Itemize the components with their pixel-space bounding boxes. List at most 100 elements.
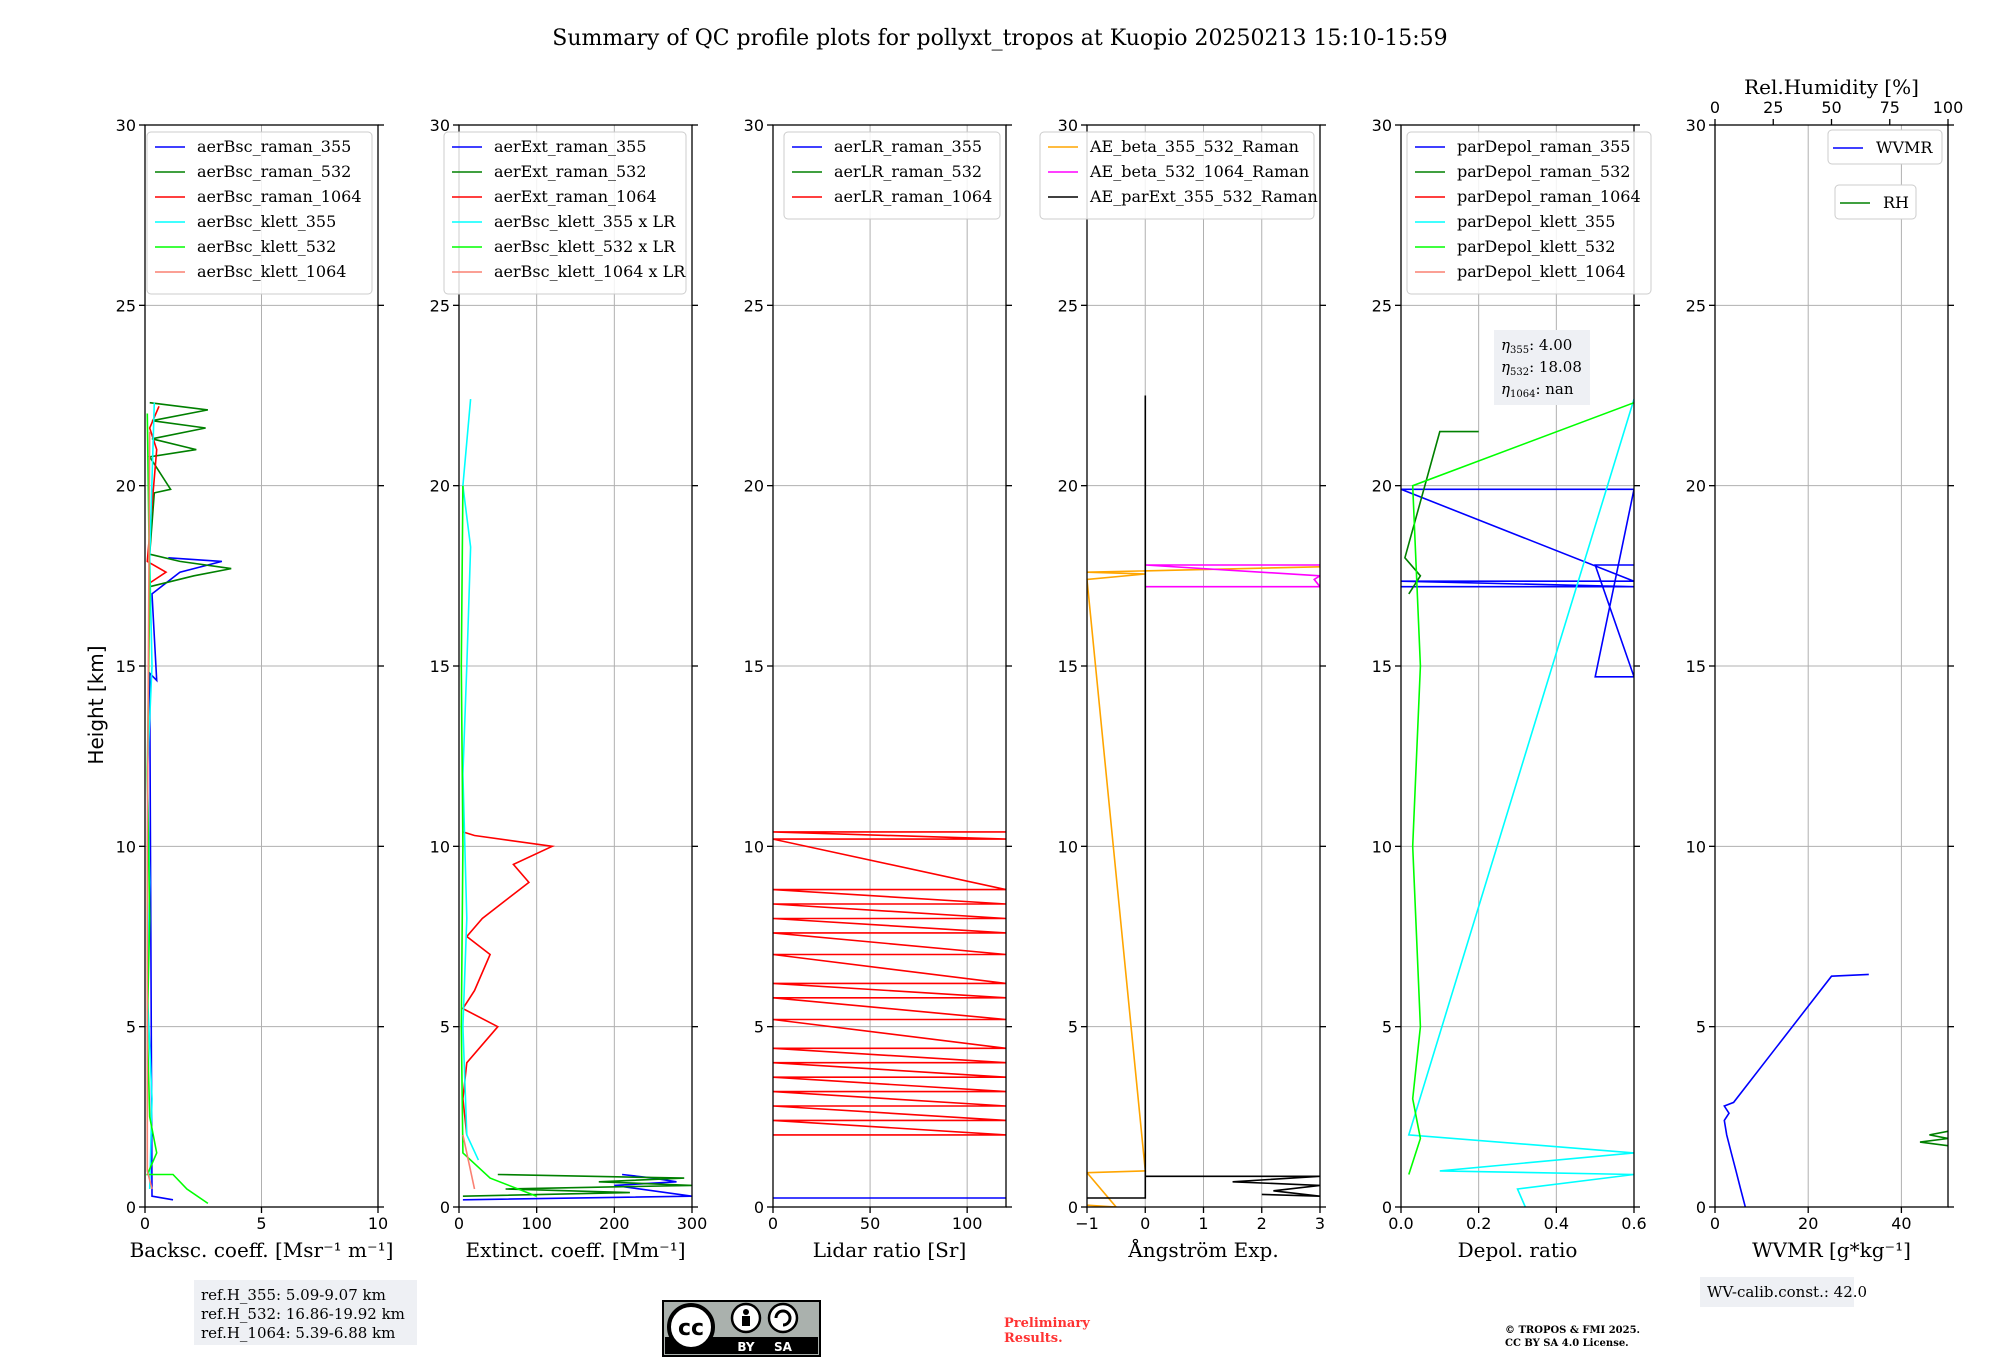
x-tick-label: 0 xyxy=(454,1214,464,1233)
x-tick-label: 10 xyxy=(368,1214,388,1233)
legend-box xyxy=(1827,129,1943,165)
series-line-aerBsc_klett_1064 x LR xyxy=(462,1134,476,1190)
y-tick-label: 25 xyxy=(116,296,136,315)
legend-label: aerBsc_klett_532 xyxy=(197,237,336,256)
preliminary-line: Preliminary xyxy=(1004,1316,1090,1331)
y-tick-label: 25 xyxy=(1058,296,1078,315)
preliminary-line: Results. xyxy=(1004,1331,1063,1346)
legend-label: WVMR xyxy=(1876,138,1933,157)
legend-label: parDepol_raman_1064 xyxy=(1457,187,1641,206)
y-tick-label: 25 xyxy=(744,296,764,315)
ref-h-355: ref.H_355: 5.09-9.07 km xyxy=(201,1286,386,1304)
legend-label: parDepol_klett_532 xyxy=(1457,237,1615,256)
by-person-head xyxy=(743,1309,749,1315)
y-tick-label: 15 xyxy=(1058,657,1078,676)
x-tick-label: 0.2 xyxy=(1466,1214,1491,1233)
series-line-aerExt_raman_532 xyxy=(462,1173,692,1197)
panel-3: 0 5 10 15 20 25 30 0 50 100 Lidar ratio [Sr] aerLR_… xyxy=(744,116,1012,1262)
eta-sub: 355 xyxy=(1510,345,1529,356)
legend-box xyxy=(1406,131,1652,295)
series-group xyxy=(773,831,1006,1199)
y-tick-label: 30 xyxy=(744,116,764,135)
x-tick-label: 0 xyxy=(140,1214,150,1233)
copyright-line-1: © TROPOS & FMI 2025. xyxy=(1505,1325,1640,1336)
y-tick-label: 30 xyxy=(1058,116,1078,135)
y-tick-label: 5 xyxy=(1068,1018,1078,1037)
legend-label: aerExt_raman_355 xyxy=(494,137,647,156)
x2-tick-label: 100 xyxy=(1933,98,1964,117)
wv-calib-box xyxy=(1700,1277,1854,1307)
y-tick-label: 5 xyxy=(1382,1018,1392,1037)
x-tick-label: 40 xyxy=(1891,1214,1911,1233)
series-group xyxy=(1401,398,1634,1207)
x-tick-label: 20 xyxy=(1798,1214,1818,1233)
x-tick-label: 0.4 xyxy=(1544,1214,1569,1233)
legend-label: AE_parExt_355_532_Raman xyxy=(1089,187,1318,206)
y-tick-label: 5 xyxy=(126,1018,136,1037)
y-tick-label: 15 xyxy=(1686,657,1706,676)
x2-tick-label: 50 xyxy=(1821,98,1841,117)
series-line-AE_beta_355_532_Raman xyxy=(1087,566,1320,1207)
legend-label: aerLR_raman_532 xyxy=(834,162,982,181)
panel-5: 0 5 10 15 20 25 30 0.0 0.2 0.4 0.6 Depol. ratio parD… xyxy=(1372,116,1652,1262)
y-tick-label: 20 xyxy=(430,477,450,496)
y-tick-label: 30 xyxy=(116,116,136,135)
series-line-aerExt_raman_1064 xyxy=(461,831,555,1135)
x-axis-label: WVMR [g*kg⁻¹] xyxy=(1752,1238,1911,1262)
wv-calib-text: WV-calib.const.: 42.0 xyxy=(1707,1283,1867,1301)
series-line-parDepol_raman_355 xyxy=(1401,488,1634,678)
eta-line: η532: 18.08 xyxy=(1501,358,1582,378)
x-tick-label: 0 xyxy=(1710,1214,1720,1233)
preliminary-note: Preliminary Results. xyxy=(1004,1316,1090,1346)
legend-label: aerBsc_klett_355 xyxy=(197,212,336,231)
y-tick-label: 10 xyxy=(116,837,136,856)
y-tick-label: 20 xyxy=(1686,477,1706,496)
ref-height-box: ref.H_355: 5.09-9.07 km ref.H_532: 16.86… xyxy=(194,1280,417,1345)
y-tick-label: 30 xyxy=(1686,116,1706,135)
legend-label: parDepol_klett_1064 xyxy=(1457,262,1626,281)
series-line-aerBsc_raman_532 xyxy=(148,401,232,588)
y-tick-label: 0 xyxy=(1382,1198,1392,1217)
series-line-aerBsc_klett_532 xyxy=(146,413,209,1205)
y-tick-label: 15 xyxy=(430,657,450,676)
legend-box xyxy=(1834,184,1917,220)
cc-icon xyxy=(667,1303,715,1351)
x-tick-label: 3 xyxy=(1315,1214,1325,1233)
series-line-aerBsc_klett_532 x LR xyxy=(460,485,537,1197)
series-line-parDepol_klett_532 xyxy=(1408,401,1634,1175)
y-tick-label: 0 xyxy=(754,1198,764,1217)
cc-icon-text: cc xyxy=(678,1316,704,1341)
x-tick-label: 100 xyxy=(521,1214,552,1233)
x-axis-label: Extinct. coeff. [Mm⁻¹] xyxy=(465,1238,685,1262)
y-tick-label: 10 xyxy=(1686,837,1706,856)
series-line-aerLR_raman_1064 xyxy=(773,831,1006,1136)
y-tick-label: 0 xyxy=(1068,1198,1078,1217)
legend-label: aerExt_raman_532 xyxy=(494,162,647,181)
eta-line: η1064: nan xyxy=(1501,380,1574,400)
eta-value: : 4.00 xyxy=(1529,336,1572,354)
legend: aerBsc_raman_355 aerBsc_raman_532 aerBsc_r… xyxy=(146,131,373,295)
legend: AE_beta_355_532_Raman AE_beta_532_1064_Ra… xyxy=(1039,131,1318,220)
legend-label: aerBsc_klett_1064 x LR xyxy=(494,262,686,281)
x-tick-label: 0 xyxy=(1140,1214,1150,1233)
x-tick-label: 5 xyxy=(256,1214,266,1233)
y-tick-label: 5 xyxy=(1696,1018,1706,1037)
y-tick-label: 25 xyxy=(1686,296,1706,315)
series-line-aerBsc_klett_355 x LR xyxy=(462,399,480,1161)
y-tick-label: 5 xyxy=(754,1018,764,1037)
y-tick-label: 30 xyxy=(1372,116,1392,135)
series-group xyxy=(146,401,232,1205)
legend: WVMR xyxy=(1827,129,1943,165)
y-tick-label: 10 xyxy=(1372,837,1392,856)
series-line-aerBsc_raman_355 xyxy=(148,557,223,1201)
legend-label: parDepol_raman_532 xyxy=(1457,162,1630,181)
x-tick-label: 1 xyxy=(1198,1214,1208,1233)
series-group xyxy=(1723,973,1948,1207)
legend-label: RH xyxy=(1883,193,1909,212)
legend-label: parDepol_klett_355 xyxy=(1457,212,1615,231)
y-tick-label: 10 xyxy=(744,837,764,856)
